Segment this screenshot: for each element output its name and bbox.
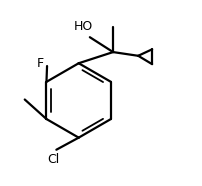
- Text: HO: HO: [74, 20, 93, 33]
- Text: F: F: [37, 57, 44, 70]
- Text: Cl: Cl: [47, 153, 60, 166]
